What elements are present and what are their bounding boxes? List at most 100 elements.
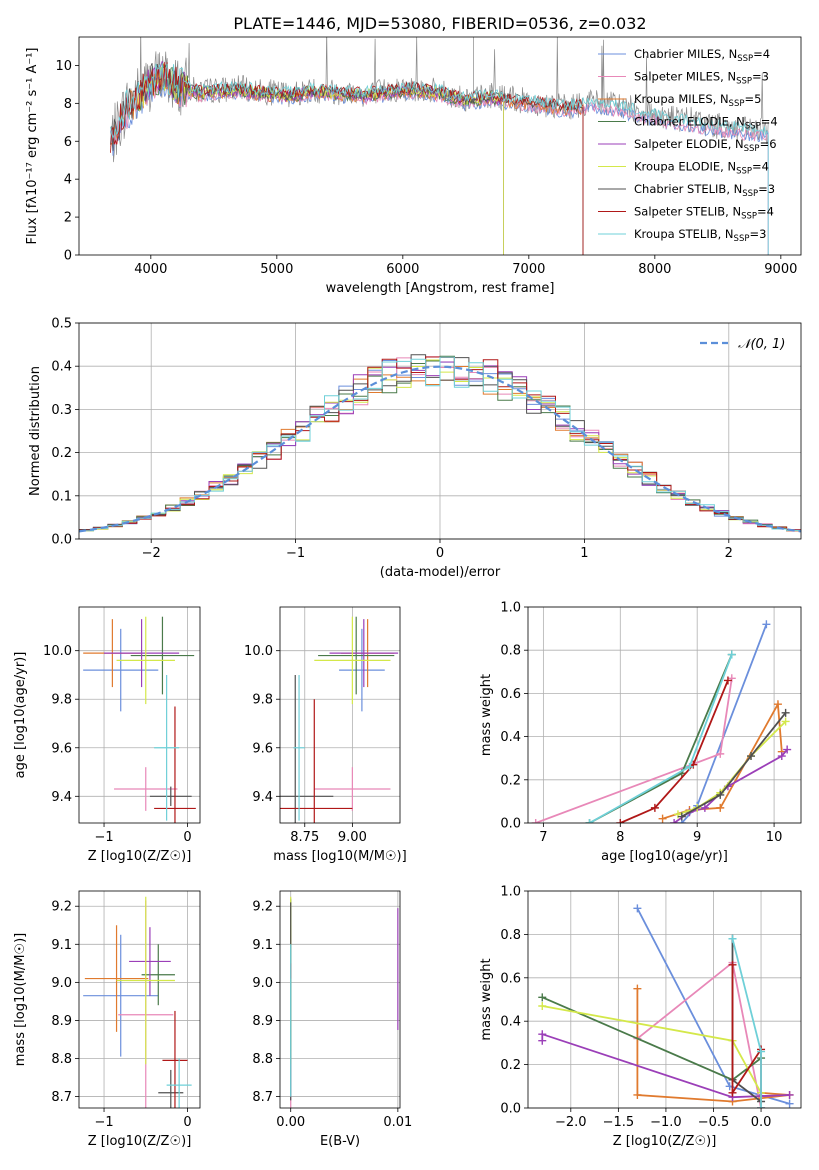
x-tick-label: −2 (142, 546, 161, 561)
weight-line (681, 712, 787, 818)
y-axis-label: Flux [fλ10⁻¹⁷ erg cm⁻² s⁻¹ A⁻¹] (25, 48, 40, 245)
y-tick-label: 0.8 (500, 928, 521, 943)
weight-marker (777, 752, 786, 761)
legend-entry-main: Chabrier MILES, N (634, 47, 737, 61)
weight-marker (538, 1002, 547, 1011)
x-tick-label: 0 (436, 546, 444, 561)
weight-marker (633, 1090, 642, 1099)
legend-entry-end: =3 (758, 182, 775, 196)
y-tick-label: 10.0 (43, 644, 72, 659)
weight-marker (747, 752, 756, 761)
weight-line (589, 654, 733, 823)
axes-frame (78, 322, 802, 540)
weight-marker (728, 960, 737, 969)
y-tick-label: 6 (64, 135, 72, 150)
y-axis-label: Normed distribution (28, 366, 43, 496)
weight-marker (773, 700, 782, 709)
legend: 𝒩(0, 1) (700, 337, 785, 352)
x-tick-label: 9000 (764, 262, 797, 277)
x-tick-label: 9 (693, 830, 701, 845)
axes-frame (279, 890, 401, 1109)
x-axis-label: age [log10(age/yr)] (601, 849, 728, 864)
legend-entry-end: =3 (749, 227, 766, 241)
y-tick-label: 0.2 (500, 773, 521, 788)
legend-entry-main: Salpeter ELODIE, N (634, 137, 744, 151)
axes-frame (527, 606, 802, 824)
weight-line (662, 701, 783, 820)
y-tick-label: 9.0 (252, 976, 273, 991)
legend-entry-sub: SSP (737, 54, 753, 64)
plot-area (531, 620, 792, 823)
y-tick-label: 8.7 (51, 1090, 72, 1105)
y-axis-label: mass weight (479, 674, 494, 756)
y-tick-label: 9.6 (51, 741, 72, 756)
x-tick-label: 0.01 (383, 1115, 412, 1130)
legend-entry-main: Kroupa STELIB, N (634, 227, 734, 241)
x-axis-label: mass [log10(M/M☉)] (273, 849, 406, 864)
y-tick-label: 9.2 (252, 900, 273, 915)
x-tick-label: 7 (539, 830, 547, 845)
y-tick-label: 9.1 (252, 938, 273, 953)
y-axis-label: mass weight (479, 958, 494, 1040)
y-tick-label: 10.0 (244, 644, 273, 659)
x-tick-label: −1 (286, 546, 305, 561)
legend-entry-sub: SSP (736, 167, 752, 177)
weight-marker (783, 745, 792, 754)
y-tick-label: 2 (64, 211, 72, 226)
x-tick-label: −1.0 (650, 1115, 682, 1130)
weight-marker (538, 1030, 547, 1039)
legend-entry-sub: SSP (736, 77, 752, 87)
legend-entry-sub: SSP (734, 234, 750, 244)
weight-marker (616, 819, 625, 823)
x-tick-label: 0 (183, 830, 191, 845)
panel-age-vs-Z: −1 0 9.4 9.6 9.8 10.0 Z [log10(Z/Z☉)] age [log1… (13, 606, 201, 864)
weight-marker (728, 1088, 737, 1097)
panel-age-vs-mass: 8.75 9.00 9.4 9.6 9.8 10.0 mass [log10(M/M☉)] (244, 606, 407, 864)
x-axis-label: Z [log10(Z/Z☉)] (88, 849, 192, 864)
weight-marker (633, 984, 642, 993)
y-axis-label: mass [log10(M/M☉)] (13, 933, 28, 1066)
weight-line (619, 680, 729, 823)
x-tick-label: 0 (183, 1115, 191, 1130)
weight-marker (781, 708, 790, 717)
axes-frame (78, 36, 802, 256)
y-tick-label: 0.4 (51, 360, 72, 375)
weight-marker (727, 650, 736, 659)
legend-entry-sub: SSP (741, 212, 757, 222)
x-tick-label: −1 (94, 1115, 113, 1130)
plot-area (290, 896, 399, 1108)
axes-frame (78, 890, 201, 1109)
y-tick-label: 8 (64, 97, 72, 112)
plot-area (280, 616, 399, 823)
legend-entry-sub: SSP (744, 144, 760, 154)
y-tick-label: 9.6 (252, 741, 273, 756)
weight-marker (538, 993, 547, 1002)
y-tick-label: 0.0 (51, 533, 72, 548)
weight-line (541, 996, 762, 1081)
y-tick-label: 9.0 (51, 976, 72, 991)
panel-massweight-vs-age: 7 8 9 10 0.0 0.2 0.4 0.6 0.8 1.0 age [log10(age/yr… (479, 601, 802, 864)
model-line (110, 62, 769, 255)
normal-curve (79, 365, 801, 533)
x-axis-label: Z [log10(Z/Z☉)] (613, 1134, 717, 1149)
weight-marker (716, 790, 725, 799)
x-tick-label: −0.5 (698, 1115, 730, 1130)
x-tick-label: −2.0 (555, 1115, 587, 1130)
x-tick-label: 9.00 (338, 830, 367, 845)
y-tick-label: 0.6 (500, 971, 521, 986)
legend-entry-sub: SSP (745, 122, 761, 132)
y-tick-label: 8.9 (252, 1014, 273, 1029)
panel-mass-vs-EBV: 0.00 0.01 8.7 8.8 8.9 9.0 9.1 9.2 E(B-V) (252, 890, 412, 1149)
plot-area (83, 616, 196, 823)
legend-entry: Kroupa ELODIE, NSSP=4 (634, 160, 769, 177)
x-tick-label: 7000 (512, 262, 545, 277)
x-tick-label: 0.0 (751, 1115, 772, 1130)
x-tick-label: 1 (580, 546, 588, 561)
legend-entry-end: =4 (757, 205, 774, 219)
legend-entry-main: Chabrier STELIB, N (634, 182, 742, 196)
weight-marker (700, 803, 709, 812)
legend-entry-main: Chabrier ELODIE, N (634, 115, 745, 129)
weight-marker (670, 819, 679, 823)
x-tick-label: 0.00 (276, 1115, 305, 1130)
